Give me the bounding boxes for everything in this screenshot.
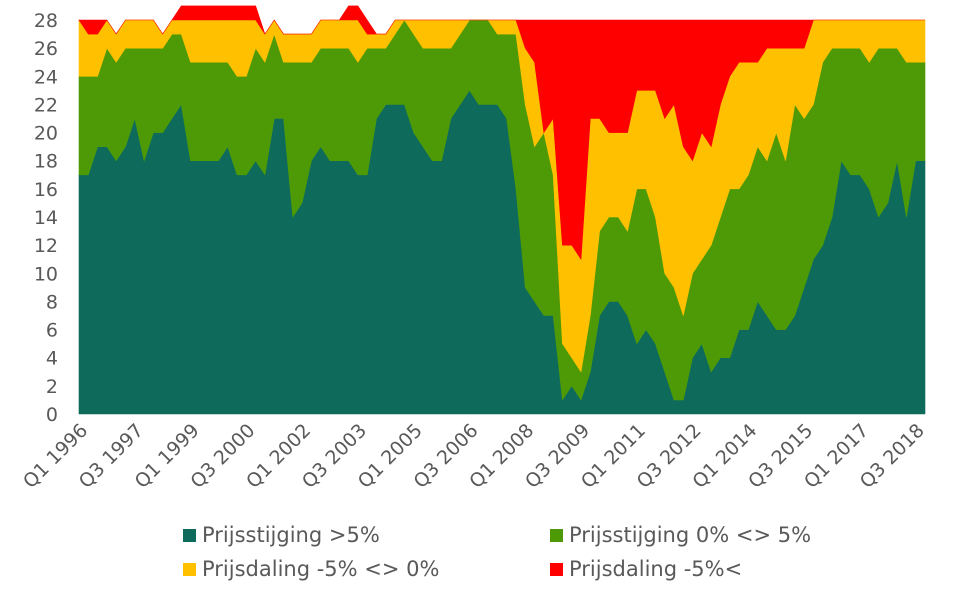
- area-layer: [78, 5, 926, 415]
- legend-item-series-1: Prijsstijging >5%: [183, 523, 380, 547]
- legend-item-series-4: Prijsdaling -5%<: [550, 557, 742, 581]
- y-tick-label: 26: [34, 38, 58, 60]
- y-tick-label: 12: [34, 235, 58, 257]
- y-tick-label: 22: [34, 94, 58, 116]
- y-tick-label: 14: [34, 207, 58, 229]
- y-tick-label: 28: [34, 10, 58, 32]
- y-tick-label: 6: [46, 320, 58, 342]
- y-tick-label: 2: [46, 376, 58, 398]
- legend-item-series-3: Prijsdaling -5% <> 0%: [183, 557, 439, 581]
- legend-swatch: [550, 562, 563, 576]
- legend-swatch: [183, 528, 196, 542]
- y-tick-label: 0: [46, 404, 58, 426]
- legend-label: Prijsdaling -5%<: [569, 557, 743, 581]
- legend-item-series-2: Prijsstijging 0% <> 5%: [550, 523, 811, 547]
- legend-label: Prijsstijging >5%: [202, 523, 380, 547]
- y-tick-label: 8: [46, 291, 58, 313]
- area-series-4: [78, 5, 925, 261]
- legend: Prijsstijging >5% Prijsstijging 0% <> 5%…: [0, 510, 960, 600]
- legend-label: Prijsstijging 0% <> 5%: [569, 523, 812, 547]
- legend-swatch: [183, 562, 196, 576]
- legend-label: Prijsdaling -5% <> 0%: [202, 557, 440, 581]
- y-tick-label: 4: [46, 348, 58, 370]
- legend-swatch: [550, 528, 563, 542]
- y-tick-label: 16: [34, 179, 58, 201]
- y-tick-label: 18: [34, 151, 58, 173]
- y-tick-label: 20: [34, 123, 58, 145]
- y-tick-label: 10: [34, 263, 58, 285]
- y-tick-label: 24: [34, 66, 58, 88]
